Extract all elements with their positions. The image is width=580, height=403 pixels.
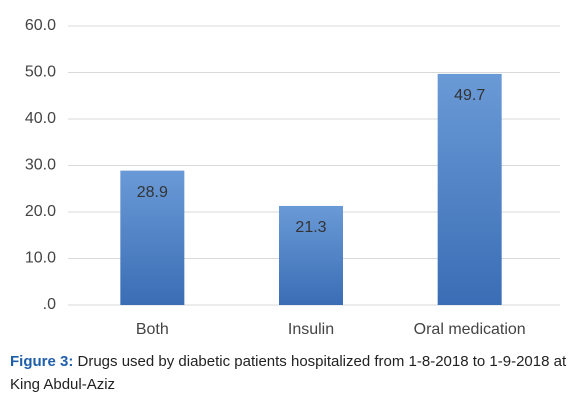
bar [279, 205, 343, 305]
y-tick-label: 40.0 [25, 110, 56, 127]
bar [437, 73, 502, 306]
data-label: 28.9 [137, 184, 168, 201]
x-tick-label: Oral medication [414, 321, 526, 338]
caption: Figure 3: Drugs used by diabetic patient… [10, 350, 575, 396]
y-tick-label: .0 [43, 296, 56, 313]
y-tick-label: 30.0 [25, 157, 56, 174]
data-label: 21.3 [295, 219, 326, 236]
y-tick-label: 60.0 [25, 17, 56, 34]
y-tick-label: 50.0 [25, 64, 56, 81]
chart: .0 10.0 20.0 30.0 40.0 50.0 60.0 Both 28.9 Insuli… [25, 17, 560, 338]
x-tick-label: Both [136, 321, 169, 338]
y-tick-label: 10.0 [25, 250, 56, 267]
caption-label: Figure 3: [10, 353, 74, 370]
y-tick-label: 20.0 [25, 203, 56, 220]
bar [120, 170, 185, 305]
x-tick-label: Insulin [288, 321, 334, 338]
caption-text: Drugs used by diabetic patients hospital… [10, 353, 567, 393]
data-label: 49.7 [454, 87, 485, 104]
